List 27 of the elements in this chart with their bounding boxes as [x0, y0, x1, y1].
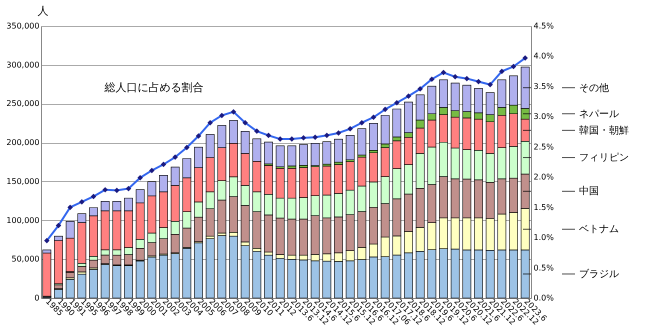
y2-tick-label: 2.5% — [534, 142, 554, 152]
y2-tick-label: 0.0% — [534, 294, 554, 302]
y-tick-label: 250,000 — [6, 99, 40, 108]
y-tick-label: 300,000 — [6, 60, 40, 70]
y-tick-label: 100,000 — [6, 216, 40, 225]
legend-label: フィリピン — [579, 152, 629, 164]
y2-tick-label: 4.5% — [534, 22, 554, 30]
y-tick-label: 0 — [34, 294, 40, 302]
y-tick-label: 50,000 — [12, 254, 40, 264]
y-tick-label: 150,000 — [6, 176, 40, 186]
legend-label: ネパール — [579, 108, 619, 120]
y-tick-label: 200,000 — [6, 138, 40, 148]
y-tick-label: 350,000 — [6, 22, 40, 30]
y2-tick-label: 2.0% — [534, 172, 554, 182]
text: 総人口に占める割合 — [104, 80, 204, 94]
y2-tick-label: 0.5% — [534, 263, 554, 272]
y2-tick-label: 3.5% — [534, 82, 554, 91]
y-axis-title: 人 — [38, 4, 48, 18]
legend-label: ベトナム — [579, 224, 619, 236]
y2-tick-label: 3.0% — [534, 112, 554, 122]
legend-label: 韓国・朝鮮 — [579, 124, 629, 136]
y2-tick-label: 4.0% — [534, 52, 554, 61]
y2-tick-label: 1.5% — [534, 202, 554, 212]
legend-label: 中国 — [579, 185, 599, 198]
legend-label: ブラジル — [579, 268, 619, 280]
y2-tick-label: 1.0% — [534, 233, 554, 242]
legend-label: その他 — [579, 82, 609, 94]
